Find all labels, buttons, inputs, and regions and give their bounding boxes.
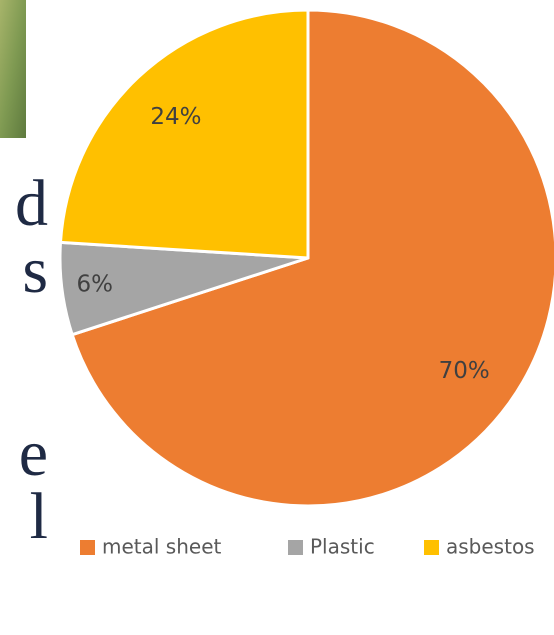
legend-label: asbestos xyxy=(446,535,535,559)
legend-label: Plastic xyxy=(310,535,375,559)
photo xyxy=(0,0,26,138)
legend: metal sheet Plastic asbestos xyxy=(80,535,535,559)
legend-swatch xyxy=(424,540,439,555)
legend-label: metal sheet xyxy=(102,535,222,559)
text-fragment: e xyxy=(19,417,48,490)
pie-chart: 70% 6% 24% xyxy=(58,8,554,508)
text-fragment: d xyxy=(15,167,48,240)
text-fragment: s xyxy=(22,234,48,307)
data-label: 6% xyxy=(76,271,113,297)
pie-slice xyxy=(58,8,310,260)
legend-swatch xyxy=(80,540,95,555)
data-label: 70% xyxy=(439,358,490,384)
pie-slice xyxy=(70,8,554,508)
text-fragment: l xyxy=(30,480,48,553)
legend-swatch xyxy=(288,540,303,555)
data-label: 24% xyxy=(150,104,201,130)
